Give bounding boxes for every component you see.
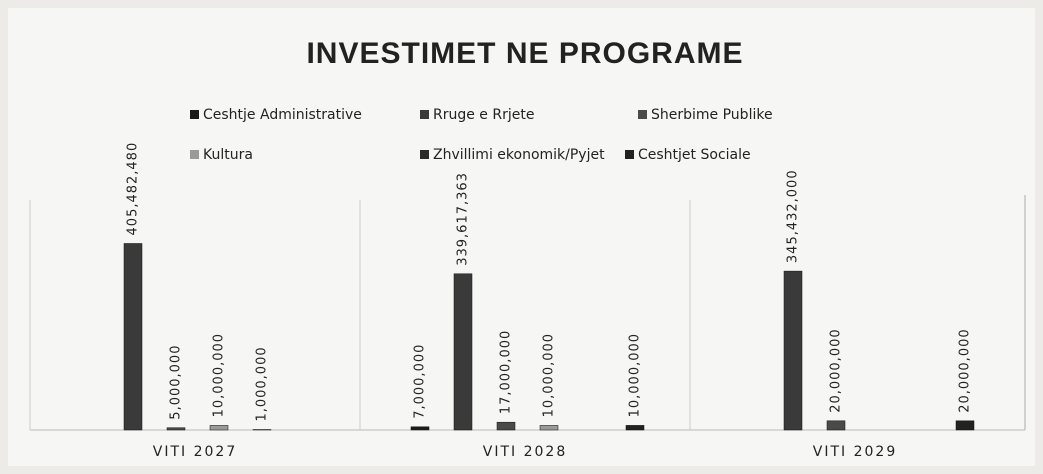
legend-swatch — [625, 150, 634, 159]
data-label: 10,000,000 — [628, 333, 643, 417]
legend-label: Ceshtje Administrative — [203, 107, 362, 123]
x-tick-label: VITI 2028 — [483, 444, 567, 460]
bar — [209, 425, 229, 431]
x-tick-label: VITI 2027 — [153, 444, 237, 460]
bar — [783, 270, 803, 431]
legend-label: Rruge e Rrjete — [433, 107, 534, 123]
chart-background — [8, 8, 1035, 466]
legend-swatch — [420, 110, 429, 119]
data-label: 10,000,000 — [542, 333, 557, 417]
legend-swatch — [190, 110, 199, 119]
legend-swatch — [638, 110, 647, 119]
bar — [625, 425, 645, 431]
legend-label: Zhvillimi ekonomik/Pyjet — [433, 147, 605, 163]
data-label: 7,000,000 — [413, 344, 428, 419]
bar — [453, 273, 473, 431]
data-label: 10,000,000 — [212, 333, 227, 417]
legend-swatch — [190, 150, 199, 159]
legend-label: Ceshtjet Sociale — [638, 147, 751, 163]
data-label: 339,617,363 — [456, 172, 471, 266]
bar — [826, 420, 846, 431]
bar — [123, 243, 143, 431]
data-label: 405,482,480 — [126, 142, 141, 236]
data-label: 5,000,000 — [169, 345, 184, 420]
legend-label: Kultura — [203, 147, 253, 163]
data-label: 17,000,000 — [499, 330, 514, 414]
data-label: 345,432,000 — [786, 169, 801, 263]
bar — [496, 421, 516, 431]
data-label: 20,000,000 — [958, 328, 973, 412]
bar — [539, 425, 559, 431]
data-label: 1,000,000 — [255, 346, 270, 421]
bar — [166, 427, 186, 431]
data-label: 20,000,000 — [829, 328, 844, 412]
bar — [955, 420, 975, 431]
bar — [410, 426, 430, 431]
x-tick-label: VITI 2029 — [813, 444, 897, 460]
legend-swatch — [420, 150, 429, 159]
chart-title: INVESTIMET NE PROGRAME — [306, 37, 743, 70]
legend-label: Sherbime Publike — [651, 107, 773, 123]
